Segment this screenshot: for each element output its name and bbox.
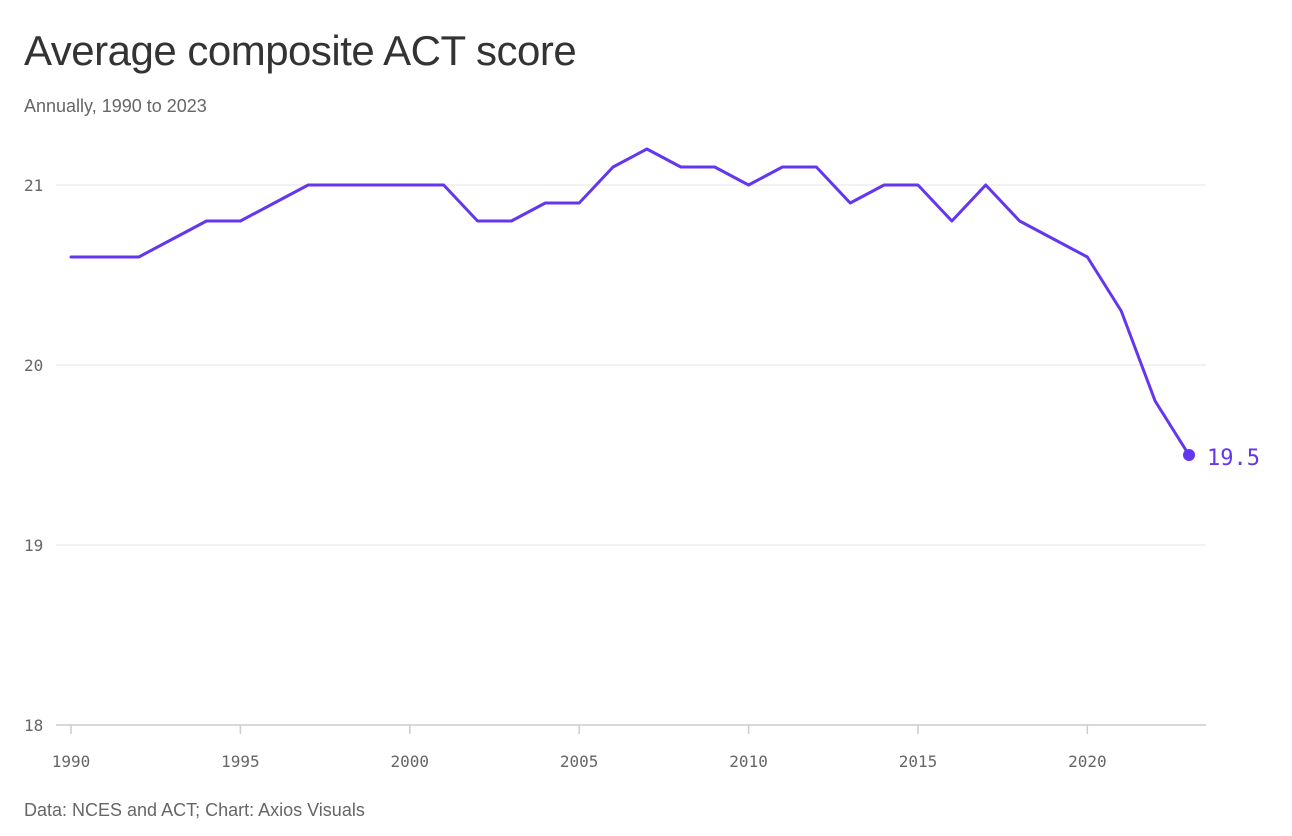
series-line bbox=[69, 147, 1191, 457]
grid-lines bbox=[56, 184, 1206, 546]
chart-subtitle: Annually, 1990 to 2023 bbox=[24, 96, 207, 116]
y-tick-label: 18 bbox=[24, 716, 43, 735]
chart-title: Average composite ACT score bbox=[24, 27, 577, 74]
x-tick-label: 2010 bbox=[729, 752, 768, 771]
x-tick-label: 2015 bbox=[899, 752, 938, 771]
x-tick-label: 2020 bbox=[1068, 752, 1107, 771]
x-tick-label: 2005 bbox=[560, 752, 599, 771]
y-axis: 18 19 20 21 bbox=[24, 176, 43, 735]
end-value-label: 19.5 bbox=[1207, 446, 1260, 471]
x-axis-tick-labels: 1990 1995 2000 2005 2010 2015 2020 bbox=[52, 752, 1107, 771]
series-layer: 19.5 bbox=[69, 147, 1260, 471]
x-tick-label: 2000 bbox=[391, 752, 430, 771]
x-tick-label: 1995 bbox=[221, 752, 260, 771]
end-point-marker bbox=[1183, 449, 1195, 461]
x-axis bbox=[56, 724, 1206, 734]
y-tick-label: 20 bbox=[24, 356, 43, 375]
source-note: Data: NCES and ACT; Chart: Axios Visuals bbox=[24, 800, 365, 820]
y-tick-label: 19 bbox=[24, 536, 43, 555]
x-tick-label: 1990 bbox=[52, 752, 91, 771]
y-tick-label: 21 bbox=[24, 176, 43, 195]
